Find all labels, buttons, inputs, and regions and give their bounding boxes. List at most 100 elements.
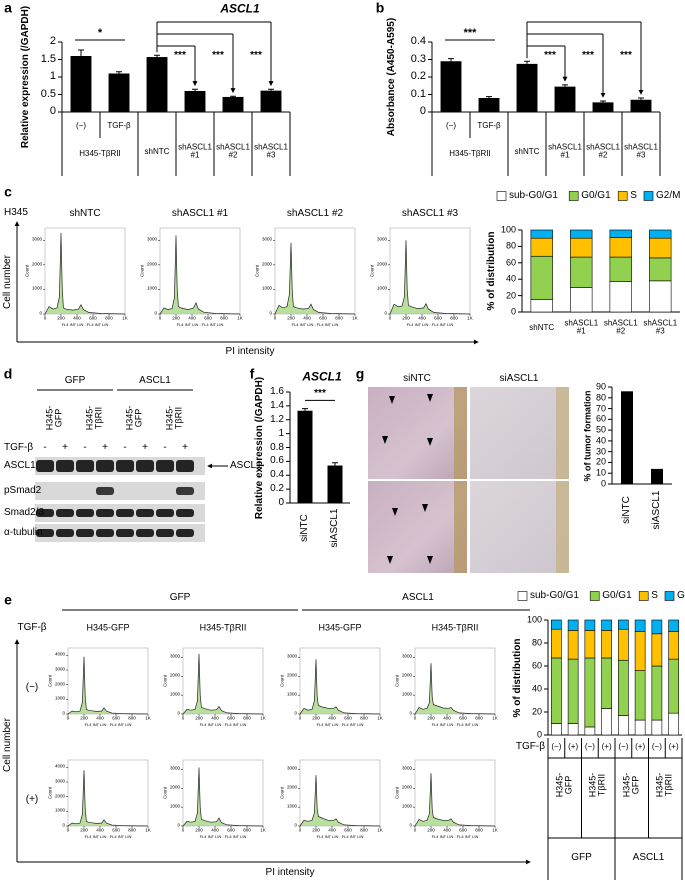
x-tick-label: 800 — [360, 715, 368, 721]
chart-title: shASCL1 #2 — [286, 207, 344, 219]
y-tick-label: 0 — [419, 105, 426, 118]
y-axis-label: Cell number — [1, 718, 13, 772]
x-tick-label: 1K — [260, 827, 266, 833]
y-tick-label: 50 — [595, 424, 606, 435]
x-tick-label: 600 — [112, 827, 120, 833]
x-tick-label: 400 — [443, 827, 451, 833]
legend-swatch — [664, 591, 675, 601]
x-tick-label: 600 — [459, 827, 467, 833]
error-bar — [600, 100, 606, 103]
x-axis-label: PI intensity — [265, 866, 315, 878]
photo — [368, 387, 467, 479]
significance: *** — [620, 49, 632, 61]
x-tick-label: 200 — [402, 315, 410, 321]
x-tick-label: 800 — [360, 827, 368, 833]
blot-band — [76, 529, 94, 537]
y-tick-label: 1.6 — [270, 385, 284, 397]
histogram-line — [67, 770, 149, 827]
y-tick-label: 0.2 — [270, 482, 284, 494]
x-tick-label: 800 — [243, 715, 251, 721]
blot-band — [96, 487, 114, 495]
x-tick-label: 400 — [96, 827, 104, 833]
x-tick-label: 0 — [158, 315, 162, 321]
panel-label: e — [4, 591, 12, 608]
arrowhead — [427, 556, 433, 564]
bar — [327, 465, 343, 503]
bar — [146, 57, 168, 112]
bar-segment — [530, 299, 553, 313]
bar-segment — [668, 658, 679, 714]
treatment-sign: + — [182, 441, 188, 453]
y-tick-label: 1 — [278, 427, 284, 439]
bar-segment — [567, 723, 579, 736]
x-tick-label: 600 — [204, 315, 212, 321]
x-tick-label: siASCL1 — [328, 508, 340, 548]
blot-band — [36, 460, 54, 472]
x-tick-label: shNTC — [144, 146, 170, 156]
bar-segment — [618, 619, 629, 630]
y-axis-label: Count — [394, 674, 400, 688]
plot-frame — [414, 759, 496, 827]
plot-frame — [299, 647, 381, 715]
y-tick-label: 0 — [62, 710, 65, 716]
plot-frame — [389, 227, 471, 315]
x-tick-label: 0 — [181, 715, 185, 721]
y-tick-label: 3000 — [31, 236, 42, 242]
y-tick-label: 1000 — [54, 807, 65, 813]
x-tick-label: 600 — [89, 315, 97, 321]
x-tick-label: shASCL1 #2 — [586, 142, 620, 160]
x-tick-label: siASCL1 — [650, 490, 662, 530]
histogram-area — [160, 235, 240, 314]
y-tick-label: 1000 — [54, 695, 65, 701]
y-axis-label: Count — [139, 264, 145, 278]
x-axis-label: FL4 INT LIN : FL4 INT LIN — [176, 321, 224, 327]
arrowhead — [387, 556, 393, 564]
y-tick-label: 2000 — [376, 261, 387, 267]
bar — [630, 99, 652, 112]
x-tick-label: shASCL1 #3 — [643, 318, 678, 336]
x-tick-label: (−) — [584, 741, 595, 751]
x-tick-label: 200 — [80, 827, 88, 833]
y-tick-label: 3000 — [146, 236, 157, 242]
y-tick-label: 1000 — [261, 286, 272, 292]
x-tick-label: 800 — [475, 715, 483, 721]
x-tick-label: 800 — [450, 315, 458, 321]
panel-label: a — [4, 0, 12, 16]
y-tick-label: 0.5 — [40, 87, 56, 100]
legend-label: G0/G1 — [602, 589, 632, 601]
legend-label: S — [630, 189, 637, 201]
x-tick-label: 200 — [80, 715, 88, 721]
bar-segment — [609, 256, 632, 282]
x-tick-label: 1K — [492, 715, 498, 721]
bar — [70, 56, 92, 112]
y-tick-label: 2000 — [31, 261, 42, 267]
y-tick-label: 4000 — [54, 763, 65, 769]
error-bar — [448, 58, 454, 62]
x-tick-label: (−) — [76, 120, 86, 130]
blot-band — [96, 509, 114, 517]
lane-label: H345- GFP — [124, 405, 144, 431]
y-tick-label: 0.4 — [410, 35, 426, 48]
bar — [260, 90, 282, 112]
bar-segment — [649, 280, 672, 313]
cell-line-label: H345- GFP — [554, 772, 574, 798]
photo — [470, 387, 569, 479]
histogram-line — [414, 663, 496, 715]
x-axis-label: PI intensity — [225, 345, 275, 357]
blot-band — [176, 460, 194, 472]
x-axis-label: FL4 INT LIN : FL4 INT LIN — [199, 833, 247, 839]
y-tick-label: 0 — [177, 822, 180, 828]
y-tick-label: 60 — [595, 413, 606, 424]
x-tick-label: 0 — [66, 827, 70, 833]
bar-segment — [584, 630, 596, 659]
column-label: H345-TβRII — [431, 622, 479, 633]
x-tick-label: 600 — [434, 315, 442, 321]
legend-label: G2/M — [656, 189, 681, 201]
arrowhead — [427, 394, 433, 402]
arrow-label: ASCL1 — [230, 459, 262, 471]
histogram-line — [159, 235, 241, 315]
x-tick-label: 600 — [227, 715, 235, 721]
y-tick-label: 70 — [595, 402, 606, 413]
